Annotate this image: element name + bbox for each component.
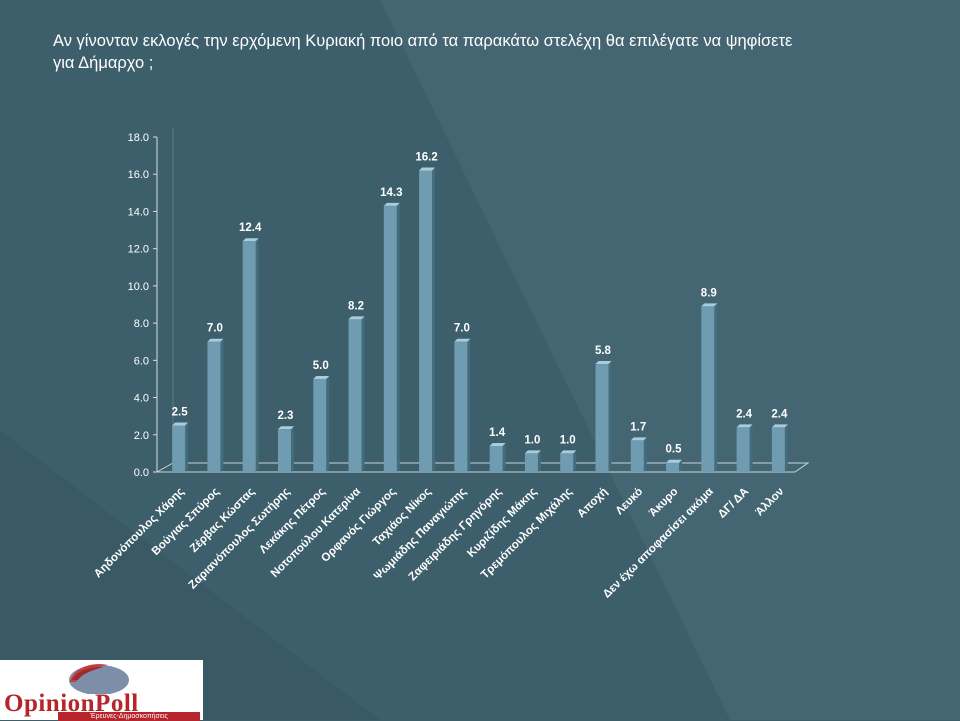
bar (560, 453, 574, 472)
bar-value-label: 2.4 (771, 408, 788, 420)
bar (419, 170, 433, 472)
bar-value-label: 7.0 (454, 323, 470, 335)
page-title: Αν γίνονταν εκλογές την ερχόμενη Κυριακή… (53, 32, 793, 72)
bar-side (502, 442, 506, 472)
bar-value-label: 2.3 (277, 410, 293, 422)
y-tick-label: 8.0 (134, 318, 149, 330)
bar (595, 364, 609, 472)
bar-side (714, 303, 718, 472)
bar-top (419, 167, 436, 171)
bar-value-label: 16.2 (415, 152, 437, 164)
bar-top (771, 424, 788, 428)
bar-top (383, 202, 400, 206)
bar-top (489, 442, 506, 446)
bar-value-label: 7.0 (207, 323, 223, 335)
bar-value-label: 8.9 (701, 287, 717, 299)
bar-top (595, 361, 612, 365)
chart-floor (155, 462, 810, 473)
bar-top (560, 450, 577, 454)
bar-side (537, 450, 541, 472)
y-tick-label: 6.0 (134, 355, 149, 367)
bar-value-label: 1.4 (489, 427, 506, 439)
bar (736, 427, 750, 472)
bar-value-label: 1.0 (560, 434, 576, 446)
y-tick-label: 4.0 (134, 393, 149, 405)
bar (383, 205, 397, 472)
bar-value-label: 5.8 (595, 345, 612, 357)
category-label: Αποχή (575, 486, 610, 521)
bar-top (242, 238, 259, 242)
bar-side (643, 437, 647, 472)
bar (348, 319, 362, 472)
bar (524, 453, 538, 472)
category-label: Λευκό (614, 486, 646, 518)
bar-value-label: 5.0 (313, 360, 329, 372)
bar-top (454, 338, 471, 342)
bar-top (736, 424, 753, 428)
bar-top (277, 426, 294, 430)
bar-top (313, 375, 330, 379)
bar-side (396, 202, 400, 472)
bar-top (666, 459, 683, 463)
bar-side (784, 424, 788, 472)
bar-side (290, 426, 294, 472)
bar-value-label: 14.3 (380, 187, 402, 199)
bar (701, 306, 715, 472)
bar (454, 341, 468, 472)
bar-side (185, 422, 189, 472)
bar-side (326, 375, 330, 472)
bar-value-label: 12.4 (239, 222, 262, 234)
bar (313, 378, 327, 472)
bar-value-label: 1.7 (630, 421, 646, 433)
bar (630, 440, 644, 472)
bar-value-label: 2.5 (172, 406, 189, 418)
category-label: Άλλον (754, 486, 787, 519)
y-tick-label: 18.0 (128, 132, 149, 144)
y-tick-label: 2.0 (134, 430, 149, 442)
y-tick-label: 12.0 (128, 244, 149, 256)
y-tick-label: 0.0 (134, 467, 149, 479)
bar-side (220, 338, 224, 472)
bar-top (701, 303, 718, 307)
y-tick-label: 16.0 (128, 169, 149, 181)
bar-side (573, 450, 577, 472)
category-label: Λεκάκης Πέτρος (257, 486, 327, 556)
bar-side (679, 459, 683, 472)
category-label: Ζέρβας Κώστας (188, 486, 257, 555)
bar (771, 427, 785, 472)
bar-value-label: 0.5 (666, 444, 683, 456)
bar-side (749, 424, 753, 472)
category-label: Άκυρο (647, 486, 681, 520)
bar-top (524, 450, 541, 454)
y-tick-label: 14.0 (128, 206, 149, 218)
bar-top (348, 316, 365, 320)
bar-value-label: 2.4 (736, 408, 753, 420)
category-label: Βούγιας Σπύρος (150, 486, 222, 558)
bar-side (467, 338, 471, 472)
logo-swoosh-icon (69, 664, 129, 694)
y-tick-label: 10.0 (128, 281, 149, 293)
bar (207, 341, 221, 472)
bar-top (207, 338, 224, 342)
bar (277, 429, 291, 472)
opinion-poll-logo: OpinionPoll Έρευνες-Δημοσκοπήσεις (0, 660, 203, 721)
bar (242, 241, 256, 472)
bar (489, 445, 503, 472)
bar (172, 425, 186, 472)
bar-side (255, 238, 259, 472)
bar-side (608, 361, 612, 472)
bar-side (361, 316, 365, 472)
logo-tagline: Έρευνες-Δημοσκοπήσεις (58, 712, 200, 721)
bar-top (172, 422, 189, 426)
bar-value-label: 8.2 (348, 300, 364, 312)
bar (666, 462, 680, 472)
bar-side (432, 167, 436, 472)
category-label: ΔΓ/ ΔΑ (716, 486, 751, 521)
bar-value-label: 1.0 (524, 434, 540, 446)
bar-top (630, 437, 647, 441)
